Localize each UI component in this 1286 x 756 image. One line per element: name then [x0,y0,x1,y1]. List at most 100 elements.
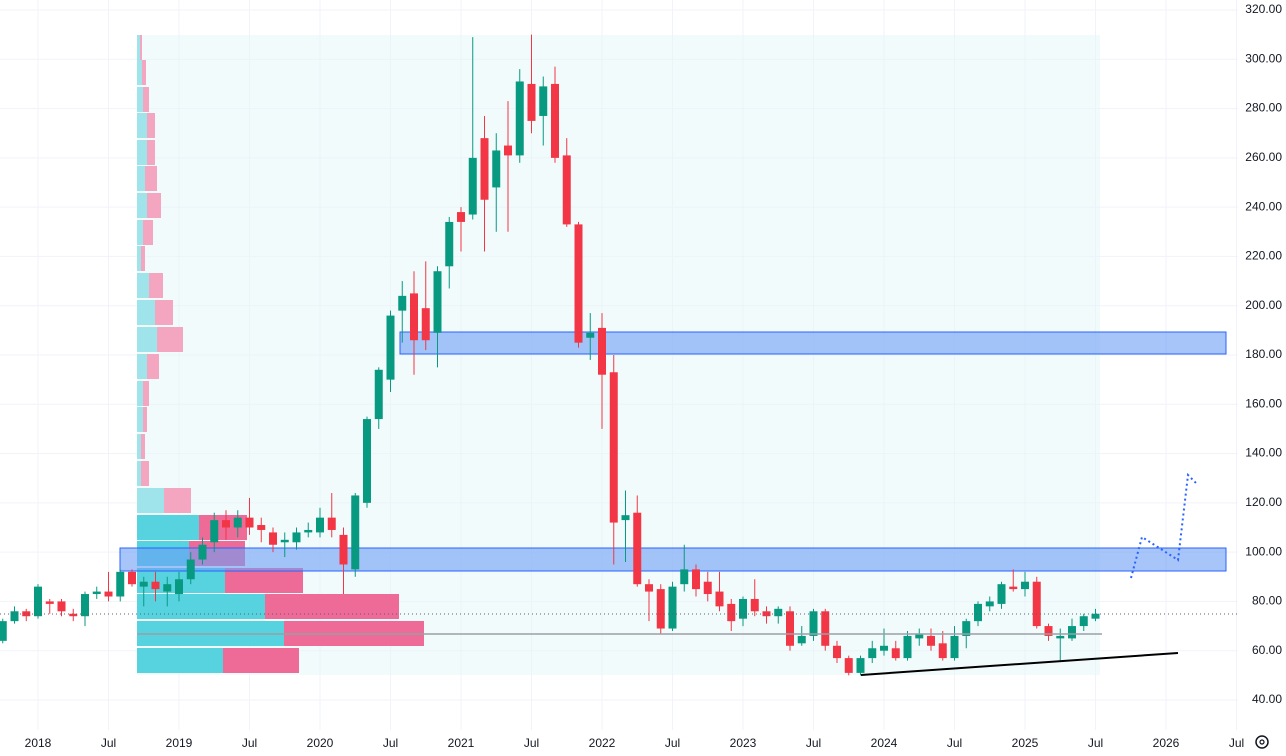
x-tick-label: Jul [1088,736,1103,750]
candle-body [410,293,418,341]
profile-down [143,87,149,112]
candle-body [139,581,148,587]
profile-down [143,381,149,406]
candle-body [327,517,336,530]
candle-body [774,608,783,617]
x-tick-label: Jul [665,736,680,750]
profile-up [137,35,140,60]
candle-body [1032,581,1041,627]
zone-upper [399,331,1227,355]
candle-body [386,315,395,380]
x-tick-label: Jul [524,736,539,750]
candle-body [304,529,313,533]
candle-body [1091,613,1100,619]
candle-body [562,155,571,225]
candle-body [116,571,125,597]
y-tick-label: 260.00 [1245,150,1282,164]
candle-body [374,369,383,420]
candle-body [198,544,207,560]
profile-up [137,354,147,379]
profile-down [147,354,159,379]
candle-body [598,327,606,375]
profile-down [141,434,145,459]
y-tick-label: 280.00 [1245,101,1282,115]
candle-body [1068,626,1076,639]
candle-body [1044,626,1053,636]
candle-body [398,295,407,311]
candle-body [950,635,959,659]
x-tick-label: Jul [383,736,398,750]
candle-body [974,603,982,622]
candle-body [0,621,7,641]
candle-body [727,603,736,622]
candle-body [868,648,877,659]
gear-ring[interactable] [1255,735,1269,749]
y-tick-label: 240.00 [1245,199,1282,213]
x-tick-label: Jul [806,736,821,750]
candle-body [186,559,195,580]
y-tick-label: 140.00 [1245,446,1282,460]
y-tick-label: 80.00 [1252,594,1282,608]
candle-body [10,611,19,622]
x-tick-label: 2026 [1153,736,1180,750]
candle-body [586,332,595,338]
candle-body [22,611,31,617]
x-tick-label: 2020 [307,736,334,750]
candle-body [175,579,183,595]
candle-body [34,586,42,617]
candle-body [269,532,277,545]
y-tick-label: 60.00 [1252,643,1282,657]
y-tick-label: 120.00 [1245,495,1282,509]
profile-up [137,166,145,191]
profile-up [137,381,143,406]
profile-down [147,140,155,165]
candles [0,34,1100,676]
y-tick-label: 100.00 [1245,544,1282,558]
candle-body [245,517,254,528]
candle-body [856,658,865,673]
profile-down [147,113,155,138]
candle-body [833,645,841,659]
candle-body [480,138,489,200]
y-tick-label: 300.00 [1245,51,1282,65]
candle-body [551,83,559,158]
candle-body [81,594,89,617]
profile-down [147,193,161,218]
candle-body [1009,586,1018,590]
y-tick-label: 180.00 [1245,347,1282,361]
candle-body [844,658,853,673]
profile-up [137,434,141,459]
y-tick-label: 200.00 [1245,298,1282,312]
profile-down [149,273,163,298]
profile-down [141,461,149,486]
candle-body [445,221,454,267]
profile-down [155,300,173,325]
candle-body [222,520,230,528]
candle-body [656,589,665,629]
candle-body [680,569,689,585]
time-axis [0,730,1286,756]
x-tick-label: 2025 [1012,736,1039,750]
profile-up [137,648,223,673]
axes: 40.00 60.00 80.00 100.00 120.00 140.00 160.00 1… [25,2,1283,750]
profile-up [137,327,157,352]
profile-down [143,220,153,245]
profile-down [142,60,146,85]
gear-hub[interactable] [1259,739,1265,745]
candle-body [645,584,653,592]
candle-body [104,591,113,597]
candle-body [750,598,759,612]
profile-up [137,113,147,138]
candle-body [703,581,712,595]
candle-body [668,586,677,629]
candle-body [574,224,583,343]
trend-line [860,652,1179,676]
profile-up [137,140,147,165]
candle-body [915,633,924,639]
profile-up [137,193,147,218]
candle-body [809,611,818,636]
settings-icon[interactable] [1255,735,1269,749]
candle-body [163,584,172,592]
profile-down [141,246,145,271]
